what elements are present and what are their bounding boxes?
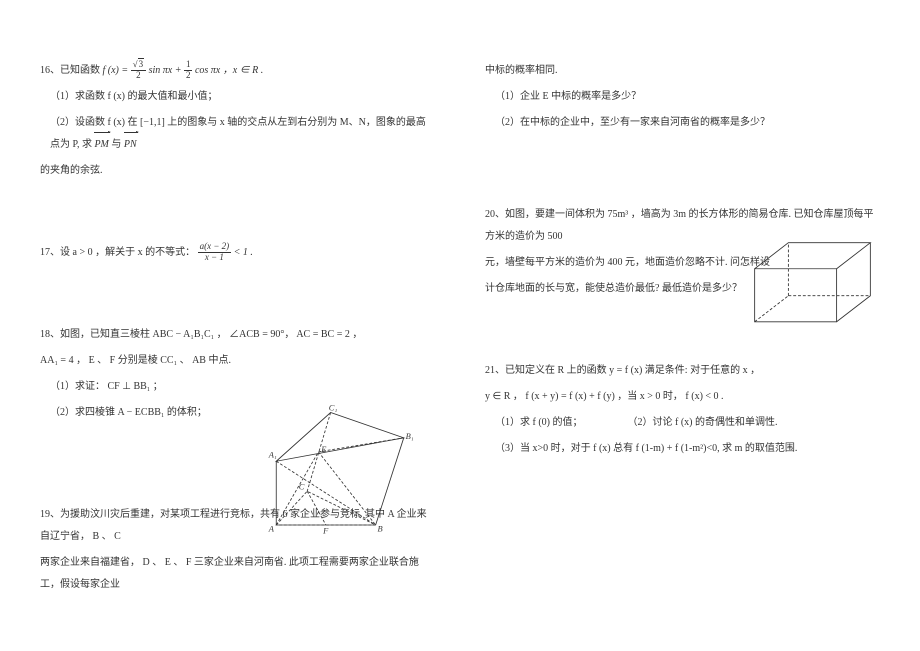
vec-pn: PN xyxy=(124,134,137,156)
p16-head: 16、已知函数 xyxy=(40,65,103,76)
vec-pm: PM xyxy=(94,134,108,156)
figure-box xyxy=(745,235,880,331)
p21-l1: 21、已知定义在 R 上的函数 y = f (x) 满足条件: 对于任意的 x … xyxy=(485,360,880,382)
p16-frac1: 3 2 xyxy=(131,60,146,81)
svg-text:A: A xyxy=(268,524,275,534)
p19-q2: （2）在中标的企业中，至少有一家来自河南省的概率是多少？ xyxy=(485,112,880,134)
p19-l2: 两家企业来自福建省， D 、 E 、 F 三家企业来自河南省. 此项工程需要两家… xyxy=(40,552,435,596)
problem-19-cont: 中标的概率相同. （1）企业 E 中标的概率是多少？ （2）在中标的企业中，至少… xyxy=(485,60,880,134)
p16-q1: （1）求函数 f (x) 的最大值和最小值； xyxy=(40,86,435,108)
p21-l2: y ∈ R ， f (x + y) = f (x) + f (y) ，当 x >… xyxy=(485,386,880,408)
svg-text:B: B xyxy=(378,524,383,534)
figure-prism: A₁ C₁ B₁ A B C E F xyxy=(265,405,415,536)
p16-q2b: 的夹角的余弦. xyxy=(40,160,435,182)
problem-16: 16、已知函数 f (x) = 3 2 sin πx + 1 2 cos πx … xyxy=(40,60,435,182)
svg-text:C₁: C₁ xyxy=(329,405,338,413)
p19-q1: （1）企业 E 中标的概率是多少？ xyxy=(485,86,880,108)
svg-text:B₁: B₁ xyxy=(406,431,414,441)
p17-head: 17、设 a > 0 ，解关于 x 的不等式： xyxy=(40,247,195,258)
p16-mid2: cos πx ，x ∈ R . xyxy=(195,65,263,76)
p16-fx: f (x) = xyxy=(103,65,131,76)
p16-mid1: sin πx + xyxy=(149,65,184,76)
p21-q3: （3）当 x>0 时，对于 f (x) 总有 f (1-m) + f (1-m²… xyxy=(485,438,880,460)
svg-text:C: C xyxy=(299,481,305,491)
p21-q1: （1）求 f (0) 的值； xyxy=(495,417,583,428)
p19-l3: 中标的概率相同. xyxy=(485,60,880,82)
p18-q1: （1）求证： CF ⊥ BB₁ ； xyxy=(40,376,435,398)
p16-frac2: 1 2 xyxy=(184,60,193,81)
svg-text:F: F xyxy=(322,525,329,535)
p17-frac: a(x − 2) x − 1 xyxy=(198,242,232,263)
right-column: 中标的概率相同. （1）企业 E 中标的概率是多少？ （2）在中标的企业中，至少… xyxy=(460,0,920,651)
p18-l1: 18、如图，已知直三棱柱 ABC − A₁B₁C₁ ， ∠ACB = 90°， … xyxy=(40,324,435,346)
p18-l2: AA₁ = 4 ， E 、 F 分别是棱 CC₁ 、 AB 中点. xyxy=(40,350,435,372)
p16-and: 与 xyxy=(111,139,124,150)
svg-text:E: E xyxy=(320,444,327,454)
left-column: 16、已知函数 f (x) = 3 2 sin πx + 1 2 cos πx … xyxy=(0,0,460,651)
p17-tail: < 1 . xyxy=(234,247,253,258)
p21-q2: （2）讨论 f (x) 的奇偶性和单调性. xyxy=(628,417,778,428)
problem-21: 21、已知定义在 R 上的函数 y = f (x) 满足条件: 对于任意的 x … xyxy=(485,360,880,460)
svg-text:A₁: A₁ xyxy=(268,450,277,460)
problem-17: 17、设 a > 0 ，解关于 x 的不等式： a(x − 2) x − 1 <… xyxy=(40,242,435,264)
